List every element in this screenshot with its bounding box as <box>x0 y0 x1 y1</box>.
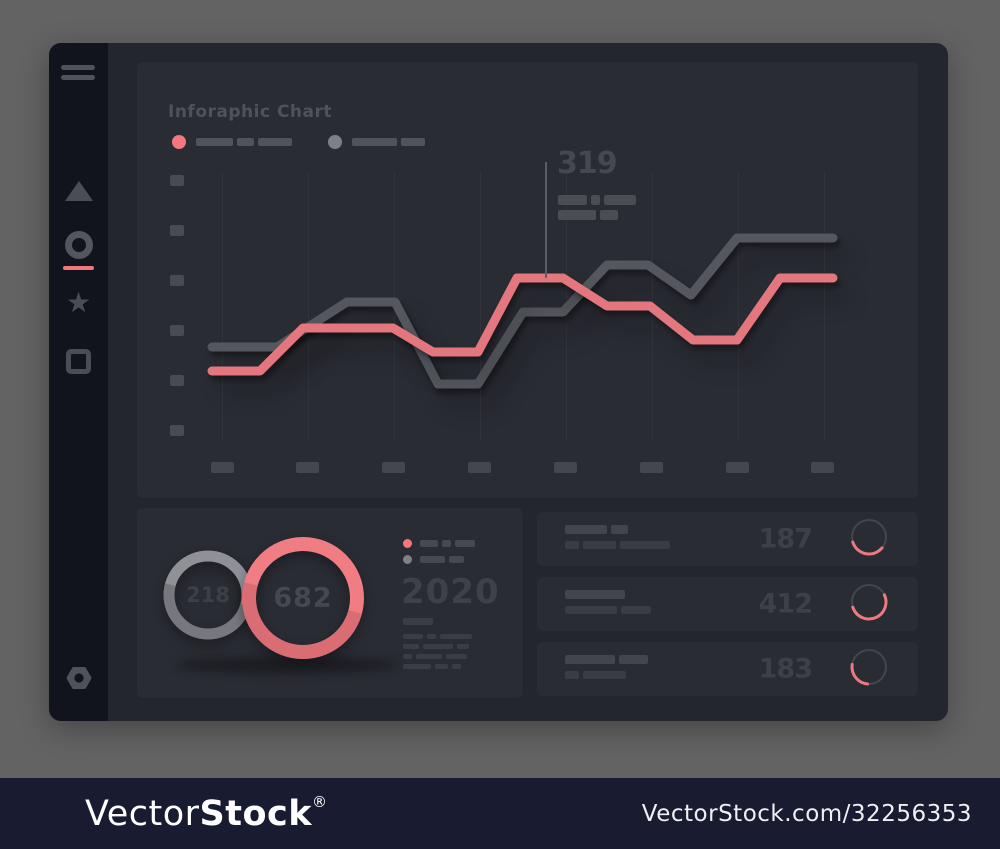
donut-panel: 218 682 2020 <box>137 508 523 698</box>
donut-value-pink: 682 <box>273 582 333 614</box>
legend-item-gray[interactable] <box>328 135 425 149</box>
legend-item-pink[interactable] <box>172 135 292 149</box>
annotation-value: 319 <box>557 146 618 181</box>
menu-icon[interactable] <box>61 65 95 85</box>
donut-value-gray: 218 <box>186 583 230 607</box>
legend-dot-gray <box>403 555 412 564</box>
donut-chart-svg <box>163 537 399 673</box>
stat-value: 183 <box>758 653 813 685</box>
progress-ring <box>850 583 888 621</box>
chart-panel: Inforaphic Chart 319 <box>137 62 918 498</box>
chart-legend <box>172 135 425 149</box>
description-text-bars <box>403 634 472 674</box>
legend-label-bars <box>420 540 475 547</box>
legend-dot-pink <box>403 539 412 548</box>
plot-area <box>137 62 918 498</box>
stat-value: 187 <box>758 523 813 555</box>
sidebar-item-triangle[interactable] <box>49 181 108 201</box>
legend-dot-pink <box>172 135 186 149</box>
progress-ring <box>850 518 888 556</box>
legend-label-bars <box>420 556 464 563</box>
star-icon: ★ <box>65 286 92 319</box>
legend-label-bars <box>352 138 425 146</box>
year-label: 2020 <box>401 572 500 612</box>
stat-row-3[interactable]: 183 <box>537 642 918 696</box>
brand-logo: VectorStock® <box>85 793 328 834</box>
stat-label-bars <box>565 590 651 614</box>
stat-value: 412 <box>758 588 813 620</box>
stat-label-bars <box>565 525 670 549</box>
sidebar-item-settings[interactable] <box>49 665 108 695</box>
donut-legend <box>403 539 475 571</box>
annotation-text-bars <box>558 210 618 220</box>
square-icon <box>66 349 91 374</box>
record-icon <box>64 231 93 259</box>
triangle-icon <box>64 181 93 201</box>
progress-ring <box>850 648 888 686</box>
sidebar-item-square[interactable] <box>49 349 108 374</box>
donut-legend-item-pink[interactable] <box>403 539 475 548</box>
sidebar: ★ <box>49 43 108 721</box>
stat-row-2[interactable]: 412 <box>537 577 918 631</box>
year-underline-bar <box>403 618 433 625</box>
legend-dot-gray <box>328 135 342 149</box>
legend-label-bars <box>196 138 292 146</box>
stat-label-bars <box>565 655 648 679</box>
nut-icon <box>66 667 91 689</box>
annotation-line <box>545 162 547 278</box>
dashboard-window: ★ Inforaphic Chart <box>49 43 948 721</box>
donut-legend-item-gray[interactable] <box>403 555 475 564</box>
stat-row-1[interactable]: 187 <box>537 512 918 566</box>
watermark-bar: VectorStock® VectorStock.com/32256353 <box>0 778 1000 849</box>
site-url[interactable]: VectorStock.com/32256353 <box>641 800 972 827</box>
active-indicator <box>63 266 94 270</box>
line-chart-svg <box>207 233 838 389</box>
sidebar-item-record[interactable] <box>49 231 108 270</box>
sidebar-item-star[interactable]: ★ <box>49 289 108 317</box>
annotation-text-bars <box>558 195 636 205</box>
chart-title: Inforaphic Chart <box>168 102 333 123</box>
